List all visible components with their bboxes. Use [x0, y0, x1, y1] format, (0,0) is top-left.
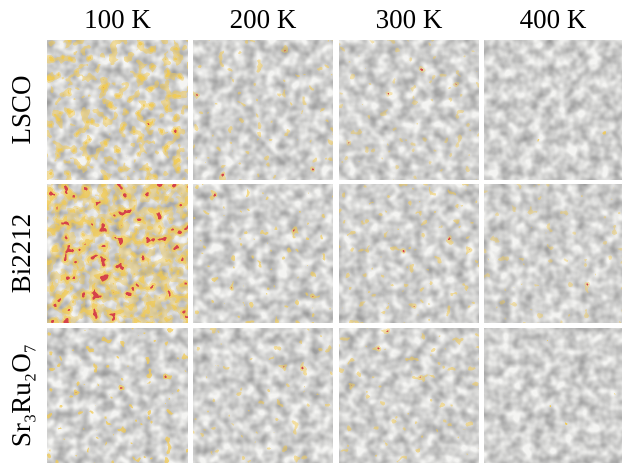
heatmap-panel	[47, 328, 188, 463]
column-label: 200 K	[230, 4, 297, 34]
heatmap-panel	[339, 184, 479, 323]
heatmap-panel	[47, 184, 188, 323]
figure: 100 K 200 K 300 K 400 K LSCO Bi2212 Sr₃Ru₂O₇	[0, 0, 622, 463]
heatmap-panel	[339, 40, 479, 180]
row-label: LSCO	[6, 75, 36, 144]
heatmap-panel	[484, 40, 622, 180]
row-label: Bi2212	[6, 214, 36, 294]
row-label: Sr₃Ru₂O₇	[6, 344, 36, 447]
heatmap-panel	[193, 40, 333, 180]
heatmap-panel	[47, 40, 188, 180]
heatmap-panel	[193, 184, 333, 323]
heatmap-panel	[484, 328, 622, 463]
column-label: 400 K	[520, 4, 587, 34]
column-label: 300 K	[376, 4, 443, 34]
heatmap-panel	[339, 328, 479, 463]
heatmap-panel	[484, 184, 622, 323]
column-label: 100 K	[84, 4, 151, 34]
heatmap-panel	[193, 328, 333, 463]
